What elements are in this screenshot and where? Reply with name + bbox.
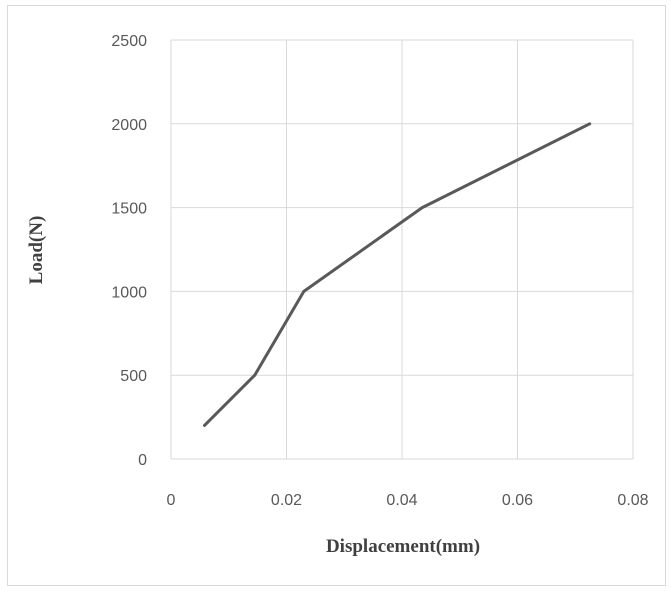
x-axis-title: Displacement(mm) [326, 536, 480, 557]
data-point [588, 122, 591, 126]
x-tick-label: 0 [167, 492, 176, 509]
data-point [253, 374, 256, 377]
data-point [203, 424, 206, 427]
y-tick-label: 1000 [111, 284, 147, 301]
grid [170, 39, 634, 460]
x-tick-label: 0.04 [386, 492, 417, 509]
series [202, 122, 592, 427]
x-tick-labels: 0 0.02 0.04 0.06 0.08 [167, 492, 649, 509]
x-tick-label: 0.08 [617, 492, 648, 509]
y-tick-labels: 0 500 1000 1500 2000 2500 [111, 33, 147, 469]
y-tick-label: 1500 [111, 201, 147, 218]
y-tick-label: 0 [138, 452, 147, 469]
chart-frame [7, 5, 666, 586]
series-line [202, 122, 592, 427]
x-tick-label: 0.02 [271, 492, 302, 509]
x-tick-label: 0.06 [502, 492, 533, 509]
y-tick-label: 2500 [111, 33, 147, 50]
y-tick-label: 500 [120, 368, 147, 385]
y-axis-title: Load(N) [26, 216, 47, 285]
data-point [421, 206, 424, 209]
data-point [302, 290, 306, 293]
y-tick-label: 2000 [111, 117, 147, 134]
